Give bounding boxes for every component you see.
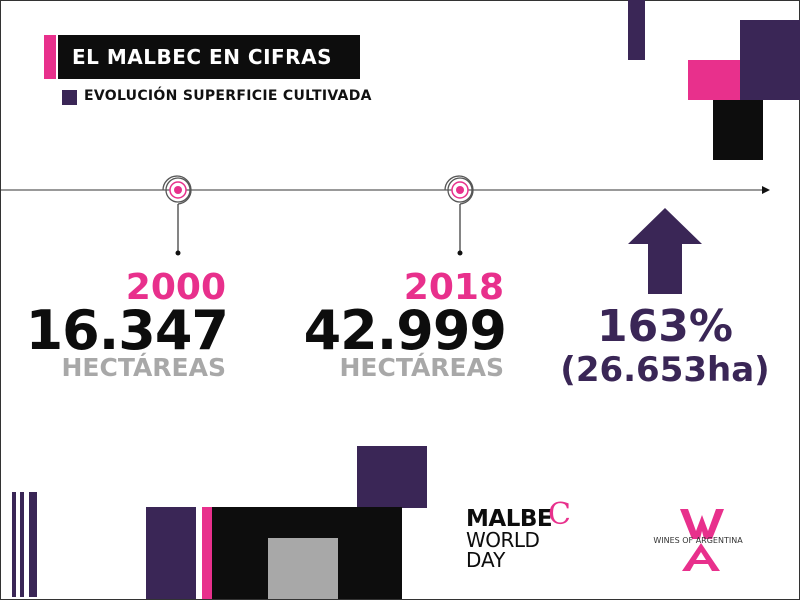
title-bar <box>58 35 360 79</box>
wines-of-argentina-logo-icon <box>680 509 724 571</box>
decor-block-black <box>713 100 763 160</box>
growth-percent: 163% <box>597 301 733 352</box>
decor-block-purple <box>357 446 427 508</box>
stat-unit-2018: HECTÁREAS <box>339 353 505 382</box>
timeline-arrowhead-icon <box>762 186 770 194</box>
decor-block-pink <box>202 507 212 599</box>
decor-block-gray <box>268 538 338 599</box>
title-accent-bar <box>44 35 56 79</box>
decor-stripe <box>20 492 24 597</box>
wines-of-argentina-logo-text: WINES OF ARGENTINA <box>653 536 743 545</box>
target-icon-2018 <box>444 175 474 256</box>
target-icon-2000 <box>162 175 192 256</box>
decor-block-purple-thin <box>628 0 645 60</box>
subtitle-square-icon <box>62 90 77 105</box>
arrow-up-icon <box>628 208 702 294</box>
stat-year-2018: 2018 <box>403 267 504 308</box>
decor-block-pink <box>688 60 740 100</box>
stat-value-2000: 16.347 <box>25 299 229 362</box>
decor-stripe <box>12 492 16 597</box>
malbec-world-day-logo-line2: WORLD <box>466 528 540 552</box>
stat-year-2000: 2000 <box>125 267 226 308</box>
stat-unit-2000: HECTÁREAS <box>61 353 227 382</box>
page-subtitle: EVOLUCIÓN SUPERFICIE CULTIVADA <box>84 88 372 104</box>
page-title: EL MALBEC EN CIFRAS <box>72 45 332 69</box>
decor-block-purple <box>740 20 800 100</box>
timeline <box>0 175 770 256</box>
malbec-world-day-logo-line3: DAY <box>466 548 506 572</box>
stat-value-2018: 42.999 <box>303 299 507 362</box>
growth-difference: (26.653ha) <box>560 350 770 390</box>
decor-block-purple <box>146 507 196 599</box>
decor-stripe <box>29 492 37 597</box>
malbec-world-day-logo-c: C <box>548 497 571 532</box>
malbec-world-day-logo-line1: MALBE <box>466 506 553 532</box>
